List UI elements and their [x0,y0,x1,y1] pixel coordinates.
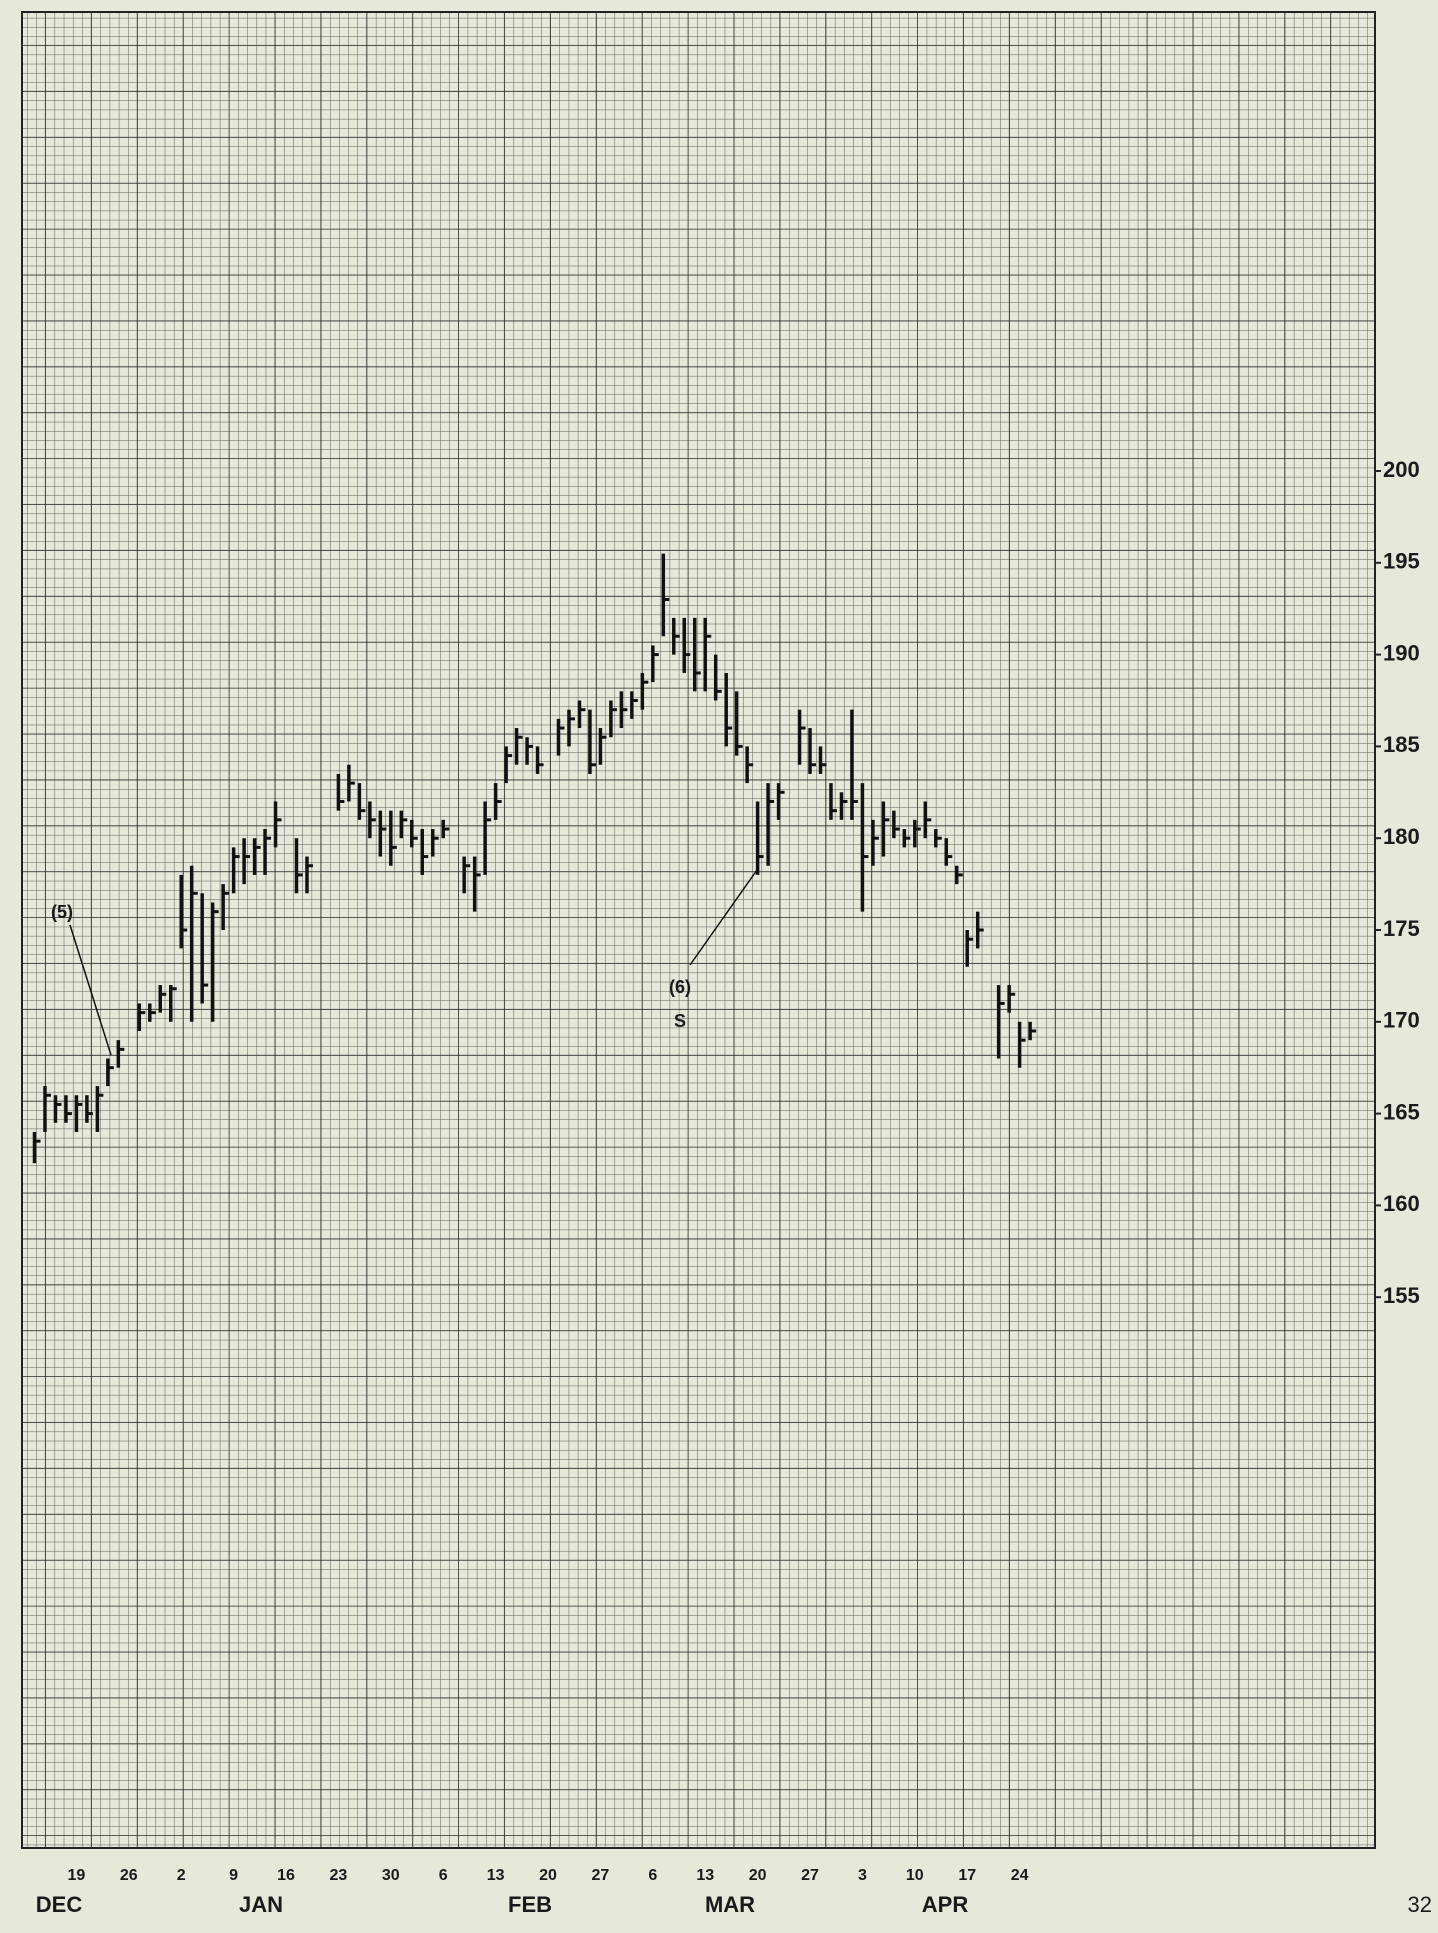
annotation: (5) [51,902,73,922]
x-tick-label: 6 [439,1867,448,1884]
month-label: DEC [36,1892,83,1917]
annotation: (6) [669,977,691,997]
y-tick-label: 155 [1383,1283,1420,1308]
month-label: FEB [508,1892,552,1917]
y-tick-label: 170 [1383,1008,1420,1033]
x-tick-label: 3 [858,1867,867,1884]
month-label: MAR [705,1892,755,1917]
x-tick-label: 20 [749,1867,767,1884]
y-tick-label: 180 [1383,824,1420,849]
x-tick-label: 20 [539,1867,557,1884]
annotation-leader [69,924,112,1056]
annotation-leader [689,869,758,966]
x-tick-label: 9 [229,1867,238,1884]
x-tick-label: 27 [801,1867,819,1884]
y-tick-label: 185 [1383,732,1420,757]
y-tick-label: 190 [1383,640,1420,665]
x-tick-label: 13 [487,1867,505,1884]
y-tick-label: 195 [1383,549,1420,574]
x-tick-label: 16 [277,1867,295,1884]
x-tick-label: 6 [648,1867,657,1884]
month-label: JAN [239,1892,283,1917]
x-tick-label: 24 [1011,1867,1029,1884]
annotation: S [674,1011,686,1031]
x-tick-label: 26 [120,1867,138,1884]
x-tick-label: 30 [382,1867,400,1884]
x-tick-label: 10 [906,1867,924,1884]
x-tick-label: 2 [177,1867,186,1884]
y-tick-label: 200 [1383,457,1420,482]
y-tick-label: 165 [1383,1099,1420,1124]
month-label: APR [922,1892,969,1917]
x-tick-label: 17 [958,1867,976,1884]
x-tick-label: 27 [592,1867,610,1884]
y-tick-label: 160 [1383,1191,1420,1216]
y-tick-label: 175 [1383,916,1420,941]
grid-paper-major [22,12,1375,1848]
x-tick-label: 23 [330,1867,348,1884]
x-tick-label: 19 [68,1867,86,1884]
page-number: 32 [1408,1892,1432,1917]
x-tick-label: 13 [696,1867,714,1884]
